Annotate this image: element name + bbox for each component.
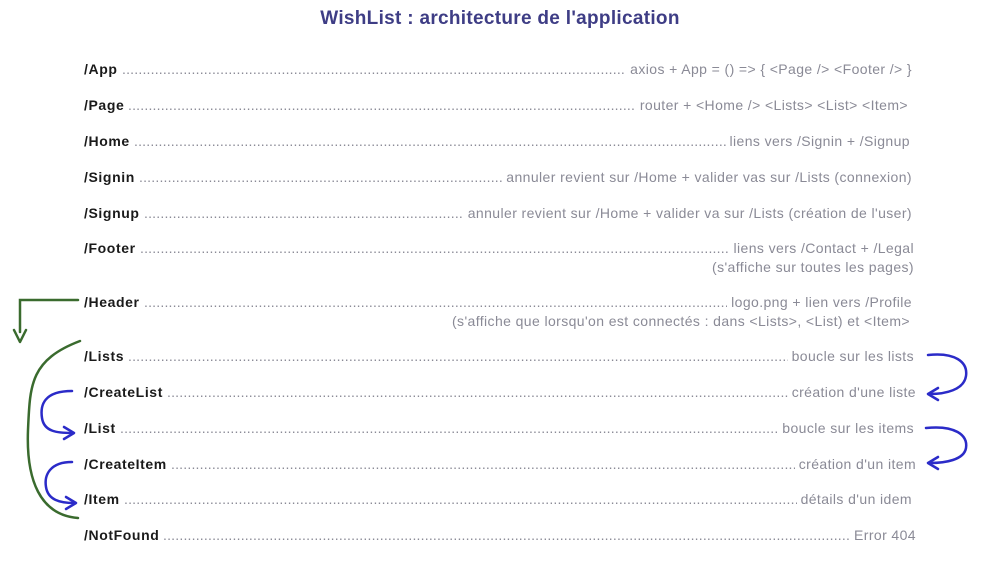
route-description: router + <Home /> <Lists> <List> <Item> xyxy=(639,97,908,113)
route-label: /Signin xyxy=(84,169,135,185)
row-createitem: /CreateItem création d'un item .........… xyxy=(0,456,1000,476)
dot-leader: ........................................… xyxy=(140,240,730,256)
row-signup: /Signup annuler revient sur /Home + vali… xyxy=(0,205,1000,225)
blue-arrowhead xyxy=(926,455,940,471)
row-header: /Header logo.png + lien vers /Profile ..… xyxy=(0,294,1000,314)
blue-arrowhead xyxy=(64,495,78,511)
route-description: logo.png + lien vers /Profile xyxy=(731,294,912,310)
blue-arrow-createitem-item xyxy=(44,460,76,505)
route-description: Error 404 xyxy=(854,527,916,543)
row-page: /Page router + <Home /> <Lists> <List> <… xyxy=(0,97,1000,117)
route-note: (s'affiche que lorsqu'on est connectés :… xyxy=(451,313,910,329)
row-footer: /Footer liens vers /Contact + /Legal ...… xyxy=(0,240,1000,260)
blue-arrow-lists-createlist xyxy=(926,353,968,396)
row-home: /Home liens vers /Signin + /Signup .....… xyxy=(0,133,1000,153)
row-lists: /Lists boucle sur les lists ............… xyxy=(0,348,1000,368)
dot-leader: ........................................… xyxy=(167,384,788,400)
route-description: annuler revient sur /Home + valider va s… xyxy=(467,205,912,221)
green-arrow-header xyxy=(18,298,80,334)
route-label: /List xyxy=(84,420,116,436)
dot-leader: ........................................… xyxy=(128,97,636,113)
row-item: /Item détails d'un idem ................… xyxy=(0,491,1000,511)
route-description: boucle sur les lists xyxy=(791,348,914,364)
dot-leader: ........................................… xyxy=(163,527,850,543)
dot-leader: ........................................… xyxy=(128,348,788,364)
route-label: /Home xyxy=(84,133,130,149)
route-description: axios + App = () => { <Page /> <Footer /… xyxy=(630,61,912,77)
route-description: création d'un item xyxy=(798,456,916,472)
row-signin: /Signin annuler revient sur /Home + vali… xyxy=(0,169,1000,189)
dot-leader: ........................................… xyxy=(134,133,726,149)
route-label: /App xyxy=(84,61,118,77)
row-notfound: /NotFound Error 404 ....................… xyxy=(0,527,1000,547)
dot-leader: ........................................… xyxy=(144,205,464,221)
page-title: WishList : architecture de l'application xyxy=(320,8,680,29)
route-label: /CreateItem xyxy=(84,456,167,472)
dot-leader: ........................................… xyxy=(139,169,502,185)
green-arrowhead xyxy=(12,328,28,344)
route-label: /CreateList xyxy=(84,384,163,400)
route-description: annuler revient sur /Home + valider vas … xyxy=(506,169,912,185)
blue-arrow-list-createitem xyxy=(924,426,968,465)
route-description: boucle sur les items xyxy=(782,420,914,436)
route-label: /Lists xyxy=(84,348,125,364)
route-label: /Footer xyxy=(84,240,136,256)
blue-arrow-createlist-list xyxy=(40,389,74,435)
route-label: /Header xyxy=(84,294,140,310)
blue-arrowhead xyxy=(62,425,76,441)
green-bracket xyxy=(26,339,82,520)
route-label: /Signup xyxy=(84,205,140,221)
dot-leader: ........................................… xyxy=(171,456,795,472)
row-app: /App axios + App = () => { <Page /> <Foo… xyxy=(0,61,1000,81)
dot-leader: ........................................… xyxy=(122,61,626,77)
dot-leader: ........................................… xyxy=(144,294,727,310)
route-description: création d'une liste xyxy=(791,384,916,400)
dot-leader: ........................................… xyxy=(124,491,797,507)
dot-leader: ........................................… xyxy=(120,420,778,436)
route-label: /NotFound xyxy=(84,527,160,543)
row-createlist: /CreateList création d'une liste .......… xyxy=(0,384,1000,404)
route-description: liens vers /Signin + /Signup xyxy=(729,133,910,149)
row-list: /List boucle sur les items .............… xyxy=(0,420,1000,440)
route-label: /Item xyxy=(84,491,120,507)
route-description: détails d'un idem xyxy=(800,491,912,507)
blue-arrowhead xyxy=(926,386,940,402)
route-note: (s'affiche sur toutes les pages) xyxy=(712,259,914,275)
route-description: liens vers /Contact + /Legal xyxy=(733,240,914,256)
route-label: /Page xyxy=(84,97,125,113)
